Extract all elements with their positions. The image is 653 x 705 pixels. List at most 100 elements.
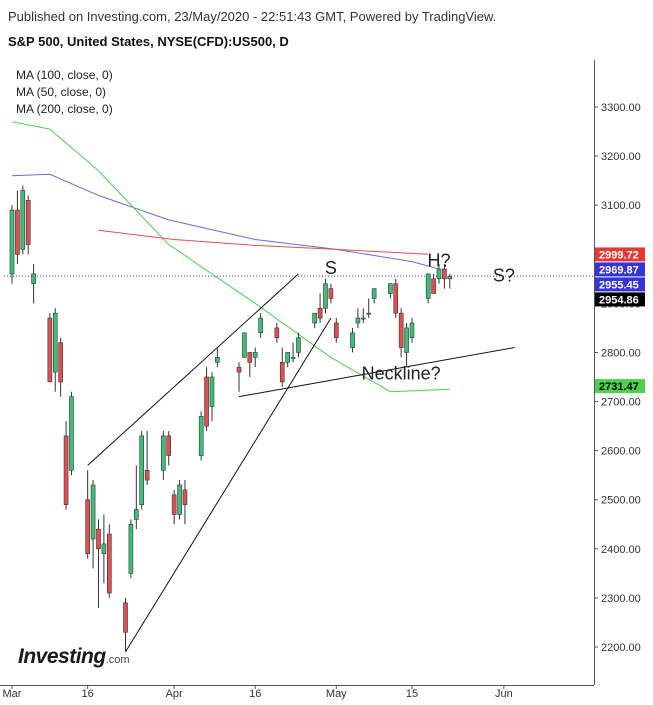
candle-body: [333, 322, 339, 339]
x-tick-label: Jun: [495, 688, 513, 700]
candle-body: [361, 317, 366, 320]
price-label-box: [595, 277, 645, 292]
candle-body: [409, 322, 415, 339]
trendline: [238, 347, 515, 398]
candle-body: [209, 376, 215, 407]
candle-body: [285, 352, 290, 363]
candle-body: [296, 337, 301, 353]
price-label-box: [595, 379, 645, 394]
candle-body: [166, 435, 172, 456]
annotation-label: S: [325, 258, 337, 278]
ma200-legend: MA (200, close, 0): [16, 102, 113, 116]
y-tick-label: 2800.00: [601, 347, 641, 359]
x-tick-label: 16: [82, 688, 94, 700]
price-label: 2954.86: [599, 294, 639, 306]
candle-body: [69, 396, 74, 471]
candle-body: [182, 489, 188, 505]
candle-body: [393, 283, 399, 314]
candle-body: [52, 312, 58, 373]
y-tick-label: 3100.00: [601, 200, 641, 212]
annotation-label: S?: [493, 265, 515, 285]
candle-body: [436, 268, 442, 280]
candle-body: [425, 273, 431, 299]
x-tick-label: Mar: [3, 688, 22, 700]
candle-body: [442, 268, 447, 280]
candle-body: [236, 366, 242, 373]
candle-body: [279, 361, 285, 383]
x-tick-label: Apr: [166, 688, 183, 700]
ma50-line: [11, 121, 450, 393]
annotation-label: H?: [427, 251, 450, 271]
price-label-box: [595, 247, 645, 262]
candle-body: [90, 484, 96, 540]
candle-body: [58, 342, 63, 383]
y-tick-label: 3300.00: [601, 102, 641, 114]
y-tick-label: 2400.00: [601, 544, 641, 556]
candle-body: [323, 283, 328, 309]
annotation-label: Neckline?: [362, 363, 441, 383]
price-label: 2999.72: [599, 249, 639, 261]
candle-body: [171, 494, 177, 515]
trendline: [125, 317, 332, 653]
price-label: 2969.87: [599, 264, 639, 276]
candle-body: [204, 376, 209, 427]
candle-body: [15, 209, 20, 255]
y-tick-label: 2700.00: [601, 397, 641, 409]
candle-body: [123, 602, 128, 633]
candle-body: [20, 190, 26, 250]
candle-body: [290, 357, 296, 359]
candle-body: [312, 312, 317, 324]
candle-body: [198, 415, 204, 456]
candle-body: [47, 317, 53, 383]
candle-body: [366, 312, 372, 315]
candle-body: [350, 332, 355, 348]
candle-body: [447, 276, 453, 280]
price-label: 2731.47: [599, 381, 639, 393]
ma200-line: [98, 229, 429, 255]
ma100-line: [11, 173, 440, 270]
chart-title: S&P 500, United States, NYSE(CFD):US500,…: [8, 34, 289, 49]
candle-body: [404, 327, 409, 353]
candle-body: [328, 288, 334, 299]
published-line: Published on Investing.com, 23/May/2020 …: [8, 9, 497, 24]
candle-body: [431, 278, 436, 294]
candle-body: [247, 352, 253, 363]
candle-body: [85, 499, 90, 555]
candle-body: [144, 469, 150, 481]
price-label-box: [595, 292, 645, 307]
candle-body: [215, 357, 220, 363]
x-tick-label: May: [326, 688, 347, 700]
candle-body: [258, 317, 263, 334]
y-tick-label: 2200.00: [601, 642, 641, 654]
candle-body: [242, 332, 247, 358]
x-tick-label: 16: [249, 688, 261, 700]
investing-logo: Investing.com: [18, 645, 130, 668]
y-tick-label: 2300.00: [601, 593, 641, 605]
ma100-legend: MA (100, close, 0): [16, 68, 113, 82]
y-tick-label: 2500.00: [601, 495, 641, 507]
price-label: 2955.45: [599, 279, 639, 291]
candle-body: [161, 435, 166, 471]
candle-body: [388, 283, 393, 294]
candle-body: [252, 352, 258, 358]
candle-body: [371, 288, 377, 299]
candle-body: [31, 273, 36, 285]
candle-body: [139, 435, 145, 505]
x-tick-label: 15: [406, 688, 418, 700]
candle-body: [128, 523, 134, 574]
candle-body: [101, 543, 107, 555]
candle-body: [25, 199, 31, 245]
candle-body: [317, 307, 323, 319]
price-label-box: [595, 262, 645, 277]
candle-body: [398, 312, 404, 348]
candle-body: [177, 484, 182, 515]
candle-body: [355, 317, 361, 324]
y-tick-label: 2600.00: [601, 446, 641, 458]
candle-body: [63, 435, 69, 505]
candle-body: [96, 528, 101, 550]
candle-body: [106, 533, 112, 594]
candle-body: [274, 327, 280, 339]
candle-body: [134, 509, 139, 520]
trendline: [87, 273, 299, 466]
